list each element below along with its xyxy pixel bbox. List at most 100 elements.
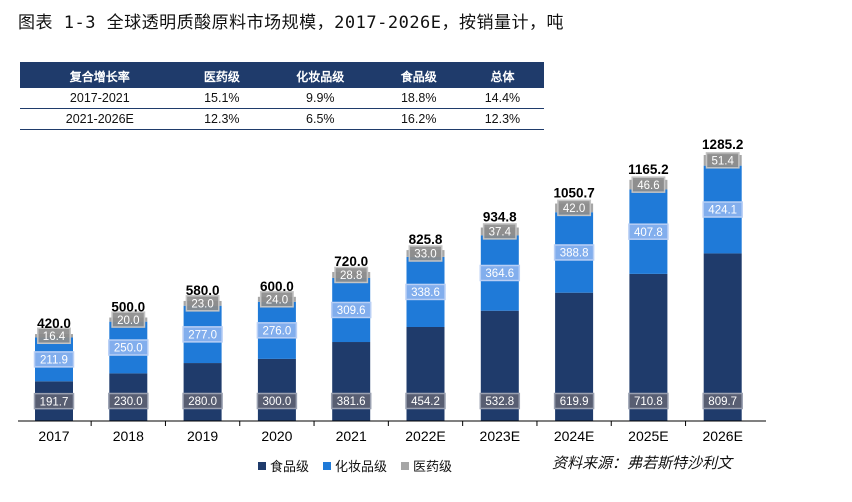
legend-label: 食品级 xyxy=(270,460,310,475)
data-label-cosmetic: 388.8 xyxy=(560,248,589,260)
total-label: 1050.7 xyxy=(553,186,594,201)
data-label-food-box xyxy=(479,392,521,410)
data-label-cosmetic: 338.6 xyxy=(411,287,440,299)
x-tick-label: 2019 xyxy=(187,428,218,444)
total-label: 1165.2 xyxy=(628,162,669,177)
data-label-cosmetic-box xyxy=(628,223,669,240)
legend-item-food: 食品级 xyxy=(258,456,309,475)
data-label-food: 230.0 xyxy=(114,396,143,408)
data-label-food-box xyxy=(702,392,743,410)
data-label-cosmetic-box xyxy=(256,322,298,339)
data-label-cosmetic: 364.6 xyxy=(485,268,514,280)
data-label-pharma: 28.8 xyxy=(340,270,362,282)
table-header-cell: 复合增长率 xyxy=(20,62,180,88)
data-label-cosmetic-box xyxy=(553,244,595,261)
x-tick-label: 2022E xyxy=(405,428,445,444)
data-label-food: 710.8 xyxy=(634,396,663,408)
table-header-cell: 总体 xyxy=(460,62,544,88)
data-label-pharma: 16.4 xyxy=(43,331,66,343)
data-label-food: 300.0 xyxy=(263,396,292,408)
data-label-food-box xyxy=(405,392,446,410)
data-label-food-box xyxy=(182,392,223,410)
data-label-food: 532.8 xyxy=(485,396,514,408)
legend-item-cosmetic: 化妆品级 xyxy=(323,456,387,475)
x-tick-label: 2018 xyxy=(113,428,144,444)
data-label-food: 619.9 xyxy=(560,396,589,408)
total-label: 934.8 xyxy=(483,210,517,225)
bar-segment-food xyxy=(257,358,296,421)
data-label-cosmetic-box xyxy=(702,201,743,218)
data-label-cosmetic-box xyxy=(330,301,372,319)
total-label: 420.0 xyxy=(37,316,71,331)
table-cell: 9.9% xyxy=(264,88,377,109)
data-label-food-box xyxy=(330,392,372,410)
data-label-pharma: 23.0 xyxy=(191,299,213,311)
data-label-cosmetic: 277.0 xyxy=(188,330,217,342)
data-label-food-box xyxy=(108,392,149,410)
data-label-cosmetic-box xyxy=(182,326,223,343)
table-cell: 2017-2021 xyxy=(20,88,180,109)
data-label-food: 454.2 xyxy=(411,396,440,408)
data-label-pharma: 24.0 xyxy=(266,295,288,307)
legend-swatch-cosmetic xyxy=(323,461,332,470)
table-cell: 12.3% xyxy=(460,108,544,130)
x-tick-label: 2017 xyxy=(38,428,69,444)
data-label-cosmetic: 309.6 xyxy=(337,305,366,317)
data-label-food: 280.0 xyxy=(188,396,217,408)
x-tick-label: 2020 xyxy=(261,428,292,444)
legend-item-pharma: 医药级 xyxy=(401,456,452,475)
data-label-food-box xyxy=(33,392,75,410)
legend-swatch-food xyxy=(258,461,266,470)
total-label: 1285.2 xyxy=(702,137,743,152)
bar-segment-food xyxy=(183,363,222,421)
table-cell: 6.5% xyxy=(264,108,377,130)
data-label-pharma: 33.0 xyxy=(414,249,436,261)
data-label-pharma-box xyxy=(259,291,294,308)
data-label-pharma-box xyxy=(334,266,369,284)
legend-label: 医药级 xyxy=(413,460,453,475)
data-label-cosmetic-box xyxy=(108,339,149,356)
data-label-pharma-box xyxy=(111,311,146,328)
table-cell: 14.4% xyxy=(460,88,544,109)
total-label: 720.0 xyxy=(334,254,368,269)
chart-legend: 食品级 化妆品级 医药级 xyxy=(258,456,452,475)
x-tick-label: 2021 xyxy=(336,428,367,444)
table-header-cell: 食品级 xyxy=(376,62,461,88)
data-label-pharma: 20.0 xyxy=(117,315,139,327)
data-label-pharma: 51.4 xyxy=(712,156,735,168)
data-label-food-box xyxy=(256,392,298,410)
data-label-cosmetic-box xyxy=(33,351,75,368)
source-note: 资料来源：弗若斯特沙利文 xyxy=(552,454,733,472)
data-label-cosmetic: 424.1 xyxy=(708,205,737,217)
data-label-pharma-box xyxy=(557,199,592,217)
data-label-cosmetic-box xyxy=(479,264,521,282)
data-label-pharma-box xyxy=(631,176,666,193)
data-label-cosmetic: 407.8 xyxy=(634,227,663,239)
data-label-cosmetic: 276.0 xyxy=(263,326,292,338)
page-title: 图表 1-3 全球透明质酸原料市场规模，2017-2026E，按销量计，吨 xyxy=(18,13,565,33)
data-label-pharma: 42.0 xyxy=(563,203,585,215)
data-label-cosmetic-box xyxy=(405,283,446,301)
data-label-pharma: 46.6 xyxy=(637,180,659,192)
table-cell: 16.2% xyxy=(376,108,461,130)
table-cell: 2021-2026E xyxy=(20,108,180,130)
table-header-cell: 化妆品级 xyxy=(264,62,377,88)
table-header-cell: 医药级 xyxy=(179,62,265,88)
data-label-food: 191.7 xyxy=(40,396,69,408)
data-label-food-box xyxy=(553,392,595,410)
x-tick-label: 2026E xyxy=(702,428,742,444)
data-label-cosmetic: 211.9 xyxy=(40,355,68,367)
table-row: 2017-2021 15.1% 9.9% 18.8% 14.4% xyxy=(20,88,544,109)
data-label-pharma: 37.4 xyxy=(489,227,512,239)
data-label-pharma-box xyxy=(705,152,740,169)
data-label-pharma-box xyxy=(37,327,71,345)
table-header-row: 复合增长率 医药级 化妆品级 食品级 总体 xyxy=(20,62,544,88)
legend-swatch-pharma xyxy=(401,461,410,470)
total-label: 500.0 xyxy=(111,300,145,315)
total-label: 600.0 xyxy=(260,279,294,294)
data-label-cosmetic: 250.0 xyxy=(114,343,143,355)
table-cell: 18.8% xyxy=(376,88,461,109)
x-tick-label: 2025E xyxy=(628,428,668,444)
legend-label: 化妆品级 xyxy=(335,460,388,475)
